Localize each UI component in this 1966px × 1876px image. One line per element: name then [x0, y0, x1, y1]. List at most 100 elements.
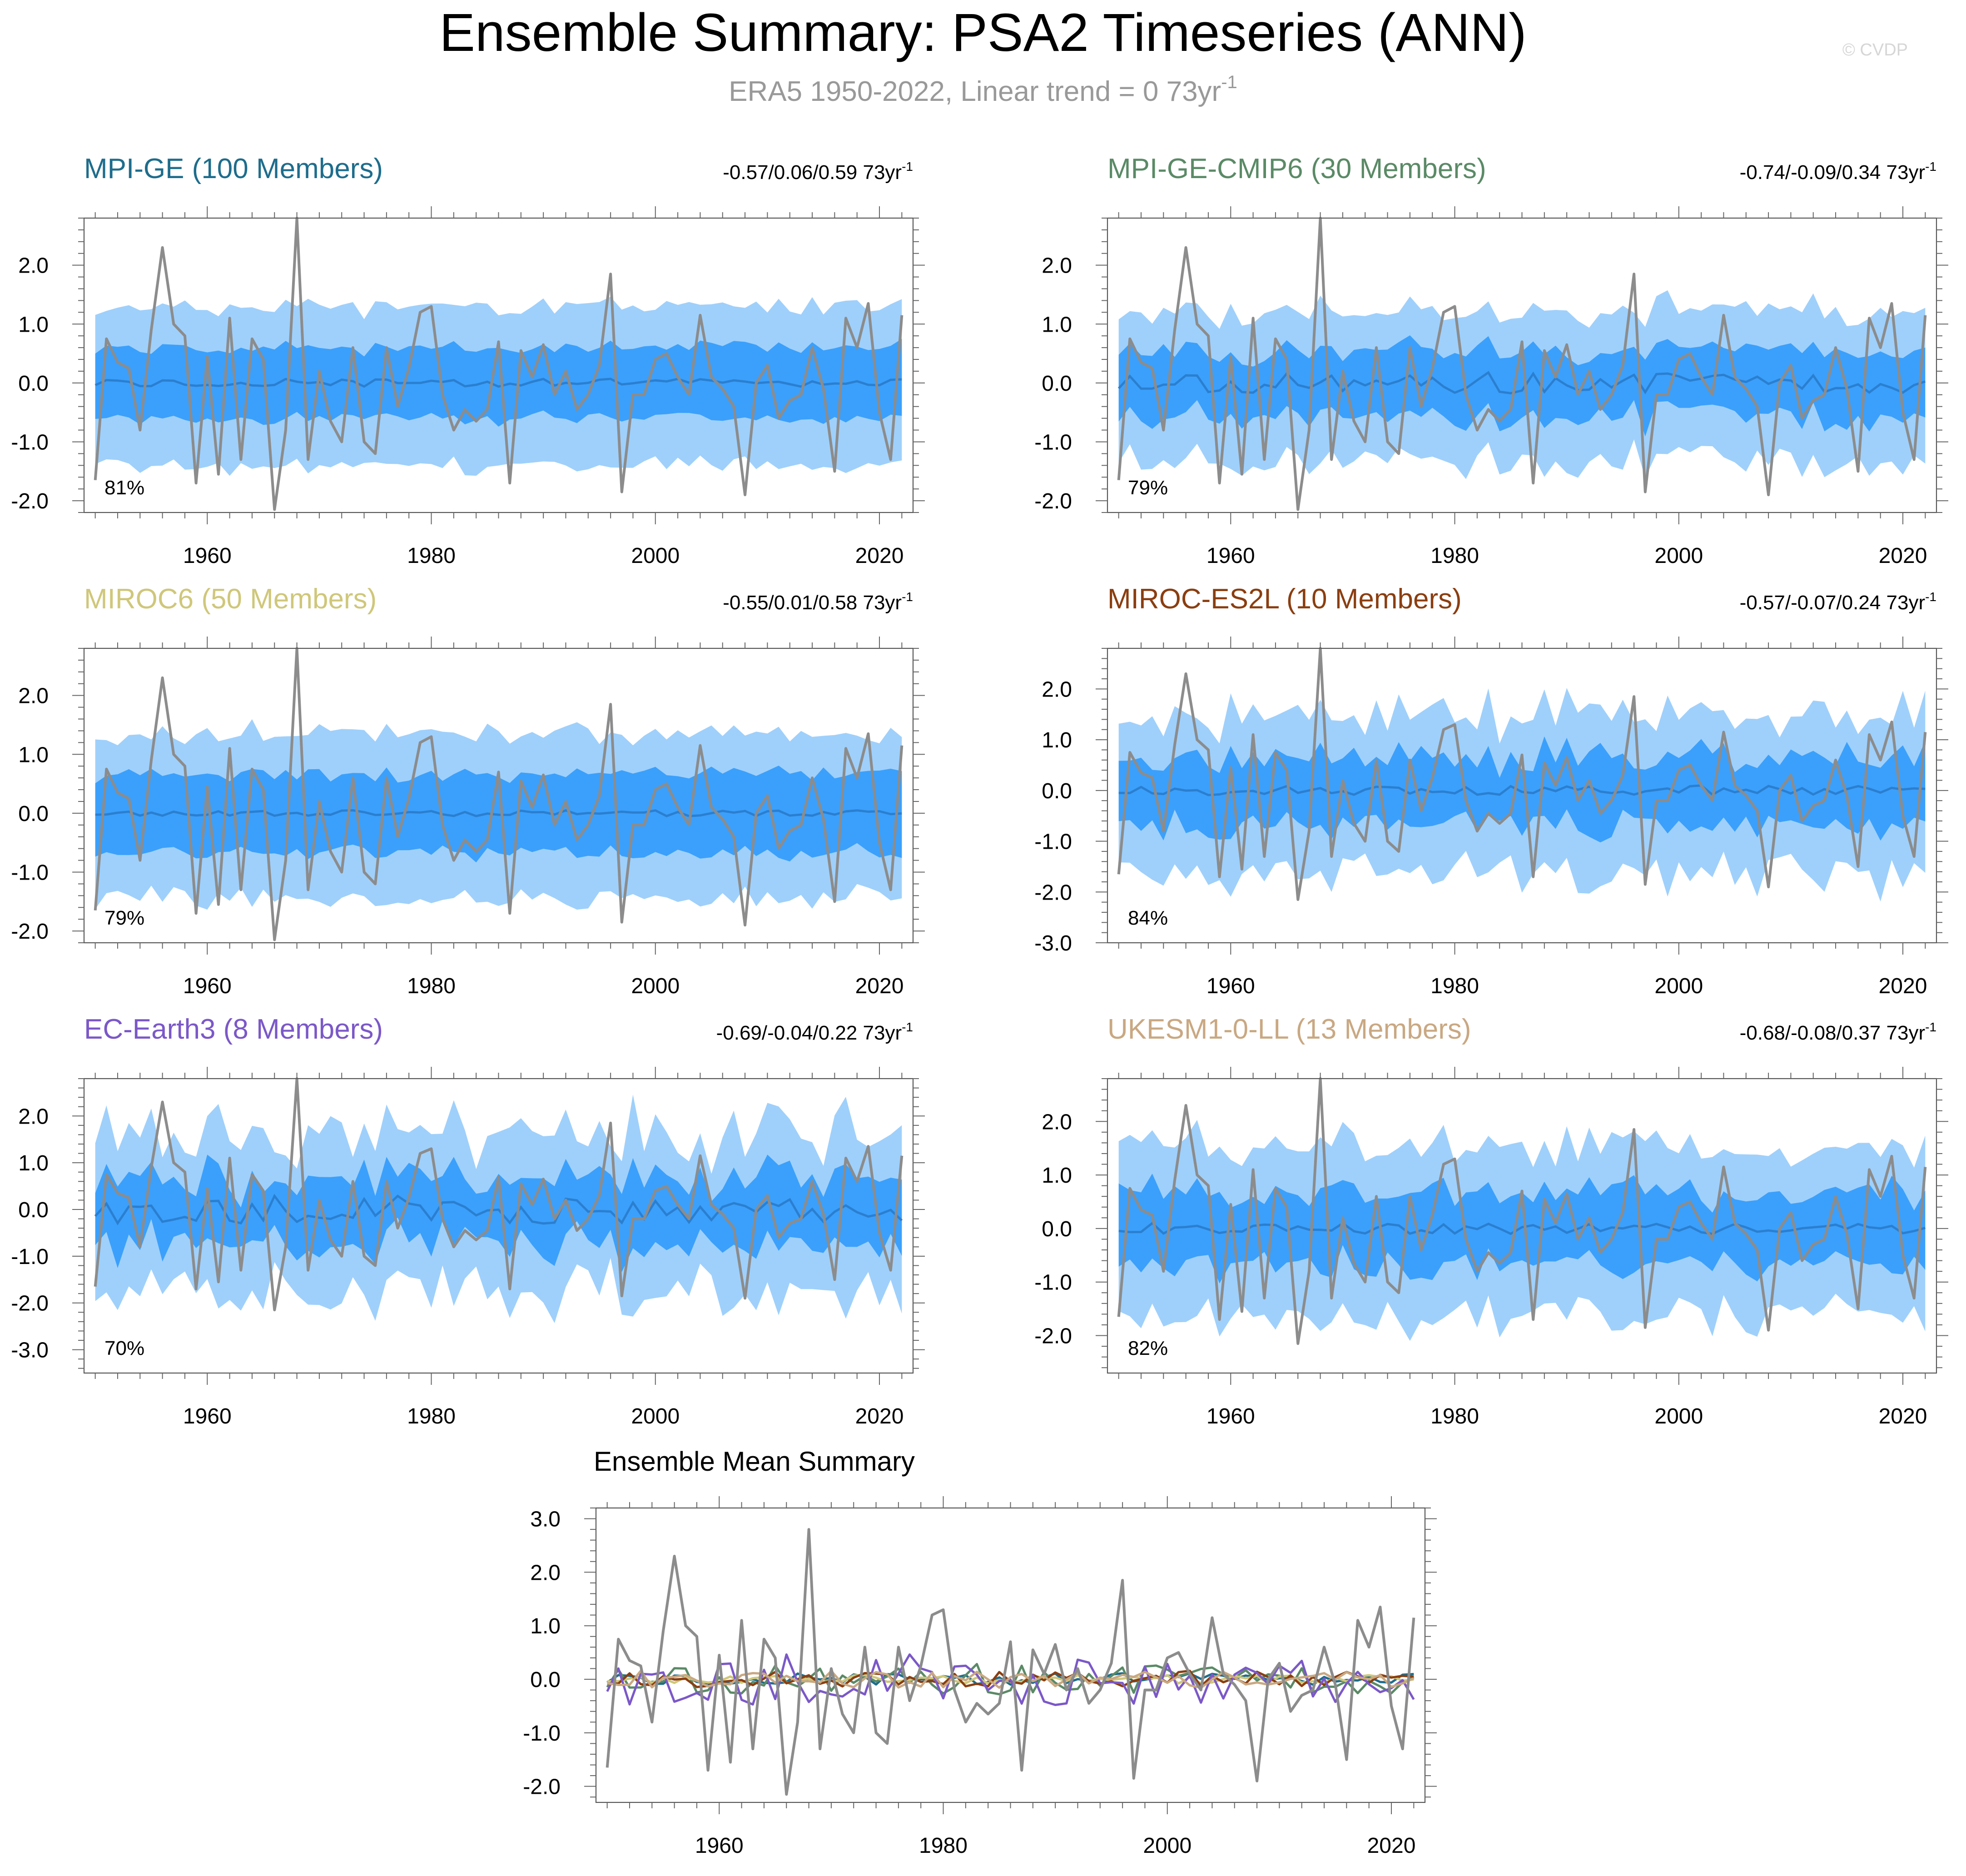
ensemble-spread-inner	[95, 338, 902, 427]
trend-value: -0.68/-0.08/0.37 73yr	[1740, 1022, 1925, 1044]
x-tick-label: 1980	[919, 1834, 968, 1858]
obs-line	[1117, 1077, 1927, 1345]
y-tick-label: 1.0	[18, 1151, 49, 1175]
figure-subtitle: ERA5 1950-2022, Linear trend = 0 73yr-1	[729, 72, 1237, 107]
x-tick-label: 1980	[1430, 1404, 1479, 1428]
x-tick-label: 1960	[1206, 1404, 1255, 1428]
x-tick-label: 1980	[407, 1404, 456, 1428]
panel-title: UKESM1-0-LL (13 Members)	[1107, 1014, 1471, 1045]
x-tick-label: 1960	[1206, 974, 1255, 998]
x-tick-label: 2000	[631, 544, 680, 568]
ensemble-mean-series-6	[607, 1669, 1415, 1689]
x-tick-label: 2020	[1879, 1404, 1927, 1428]
y-tick-label: 0.0	[1042, 372, 1072, 396]
x-tick-label: 1980	[407, 974, 456, 998]
x-tick-label: 1960	[183, 544, 232, 568]
panel-mpi-ge-cmip6: -2.0 -1.0 0.0 1.0 2.0 1960 1980 2000 2020 MPI-GE-…	[1034, 153, 1948, 568]
y-tick-label: 0.0	[530, 1668, 561, 1692]
y-tick-label: -2.0	[11, 1292, 49, 1316]
trend-label: -0.69/-0.04/0.22 73yr-1	[716, 1020, 913, 1044]
y-tick-label: -1.0	[1034, 1271, 1072, 1295]
ensemble-mean-line	[1117, 371, 1926, 395]
obs-line	[1117, 647, 1927, 901]
y-tick-label: -1.0	[1034, 430, 1072, 454]
ensemble-spread-inner	[1118, 736, 1926, 843]
correlation-label: 79%	[104, 907, 144, 929]
panel-miroc-es2l: -3.0 -2.0 -1.0 0.0 1.0 2.0 1960 1980 2000 2020 MIR…	[1034, 583, 1948, 998]
x-tick-label: 2000	[1654, 544, 1703, 568]
y-tick-label: 0.0	[1042, 779, 1072, 803]
y-tick-label: 0.0	[1042, 1217, 1072, 1241]
y-tick-label: -2.0	[11, 489, 49, 513]
trend-label: -0.57/0.06/0.59 73yr-1	[723, 159, 913, 184]
x-tick-label: 1980	[1430, 544, 1479, 568]
y-tick-label: 2.0	[18, 684, 49, 708]
y-tick-label: 2.0	[1042, 1110, 1072, 1134]
trend-value: -0.55/0.01/0.58 73yr	[723, 592, 902, 614]
trend-value: -0.57/0.06/0.59 73yr	[723, 161, 902, 184]
y-tick-label: -1.0	[523, 1722, 561, 1746]
trend-unit-exponent: -1	[1925, 1020, 1936, 1034]
panel-ensemble-mean-summary: -2.0 -1.0 0.0 1.0 2.0 3.0 1960 1980 2000 2020 Ense…	[523, 1446, 1437, 1858]
y-tick-label: 2.0	[530, 1561, 561, 1585]
panel-ec-earth3: -3.0 -2.0 -1.0 0.0 1.0 2.0 1960 1980 2000 2020 EC-…	[11, 1014, 925, 1428]
panel-miroc6: -2.0 -1.0 0.0 1.0 2.0 1960 1980 2000 2020 MIROC6 …	[11, 583, 925, 998]
x-tick-label: 2000	[631, 974, 680, 998]
x-tick-label: 2020	[855, 974, 904, 998]
obs-line	[606, 1528, 1415, 1796]
obs-line	[94, 1077, 904, 1312]
y-tick-label: -3.0	[11, 1339, 49, 1363]
y-tick-label: 1.0	[18, 743, 49, 767]
obs-line	[94, 647, 904, 941]
trend-value: -0.69/-0.04/0.22 73yr	[716, 1022, 902, 1044]
x-tick-label: 2000	[631, 1404, 680, 1428]
panel-title: MIROC6 (50 Members)	[84, 583, 377, 615]
y-tick-label: 0.0	[18, 372, 49, 396]
panel-title: MPI-GE-CMIP6 (30 Members)	[1107, 153, 1486, 184]
y-tick-label: 0.0	[18, 802, 49, 826]
y-tick-label: -2.0	[523, 1775, 561, 1799]
trend-value: -0.74/-0.09/0.34 73yr	[1740, 161, 1925, 184]
y-tick-label: -2.0	[1034, 1324, 1072, 1349]
obs-line	[94, 217, 904, 511]
trend-label: -0.57/-0.07/0.24 73yr-1	[1740, 590, 1936, 614]
y-tick-label: 2.0	[1042, 254, 1072, 278]
y-tick-label: 1.0	[1042, 728, 1072, 752]
y-tick-label: -2.0	[1034, 881, 1072, 905]
x-tick-label: 2020	[1367, 1834, 1416, 1858]
x-tick-label: 2000	[1654, 1404, 1703, 1428]
panel-title: EC-Earth3 (8 Members)	[84, 1014, 383, 1045]
correlation-label: 84%	[1128, 907, 1168, 929]
y-tick-label: -3.0	[1034, 931, 1072, 955]
x-tick-label: 2020	[1879, 974, 1927, 998]
trend-unit-exponent: -1	[1925, 590, 1936, 604]
panel-title: MIROC-ES2L (10 Members)	[1107, 583, 1462, 615]
ensemble-spread-inner	[1118, 1174, 1926, 1284]
y-tick-label: -1.0	[11, 430, 49, 454]
ensemble-mean-line	[95, 809, 902, 817]
x-tick-label: 2000	[1654, 974, 1703, 998]
y-tick-label: 1.0	[530, 1614, 561, 1638]
y-tick-label: 2.0	[18, 254, 49, 278]
y-tick-label: -1.0	[1034, 830, 1072, 854]
y-tick-label: 1.0	[18, 313, 49, 337]
watermark: © CVDP	[1842, 40, 1908, 60]
ensemble-mean-line	[94, 1194, 903, 1225]
correlation-label: 82%	[1128, 1337, 1168, 1359]
x-tick-label: 1960	[1206, 544, 1255, 568]
x-tick-label: 1960	[183, 1404, 232, 1428]
x-tick-label: 1980	[1430, 974, 1479, 998]
figure-title: Ensemble Summary: PSA2 Timeseries (ANN)	[439, 3, 1526, 63]
x-tick-label: 2000	[1143, 1834, 1192, 1858]
ensemble-spread-inner	[95, 1154, 902, 1272]
y-tick-label: -2.0	[1034, 489, 1072, 513]
y-tick-label: -1.0	[11, 861, 49, 885]
obs-line	[1117, 217, 1927, 511]
y-tick-label: 1.0	[1042, 1164, 1072, 1188]
panel-ukesm1-0-ll: -2.0 -1.0 0.0 1.0 2.0 1960 1980 2000 2020 UKESM1-…	[1034, 1014, 1948, 1428]
y-tick-label: 0.0	[18, 1198, 49, 1222]
trend-label: -0.68/-0.08/0.37 73yr-1	[1740, 1020, 1936, 1044]
correlation-label: 79%	[1128, 477, 1168, 499]
trend-unit-exponent: -1	[1925, 159, 1936, 174]
